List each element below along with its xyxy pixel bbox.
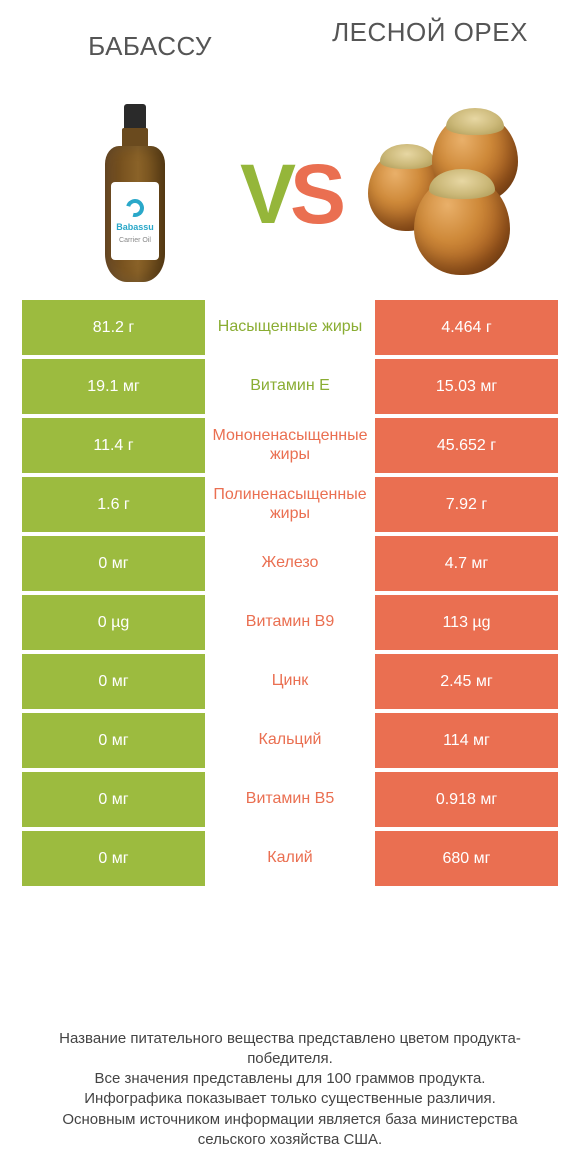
table-row: 0 мгКалий680 мг <box>22 831 558 886</box>
table-row: 0 мгЖелезо4.7 мг <box>22 536 558 591</box>
value-right: 7.92 г <box>375 477 558 532</box>
title-right: ЛЕСНОЙ ОРЕХ <box>310 18 550 48</box>
product-image-left: Babassu Carrier Oil <box>36 104 234 284</box>
footer-line: Название питательного вещества представл… <box>28 1029 552 1070</box>
table-row: 19.1 мгВитамин E15.03 мг <box>22 359 558 414</box>
table-row: 1.6 гПолиненасыщенные жиры7.92 г <box>22 477 558 532</box>
title-left: БАБАССУ <box>30 18 270 62</box>
vs-s: S <box>290 147 340 241</box>
nutrient-label: Полиненасыщенные жиры <box>205 477 375 532</box>
table-row: 81.2 гНасыщенные жиры4.464 г <box>22 300 558 355</box>
value-left: 81.2 г <box>22 300 205 355</box>
bottle-label-line2: Carrier Oil <box>119 237 151 244</box>
header: БАБАССУ ЛЕСНОЙ ОРЕХ <box>0 0 580 94</box>
table-row: 0 µgВитамин B9113 µg <box>22 595 558 650</box>
nutrient-label: Витамин E <box>205 359 375 414</box>
value-right: 113 µg <box>375 595 558 650</box>
nutrient-label: Калий <box>205 831 375 886</box>
value-left: 0 мг <box>22 831 205 886</box>
comparison-table: 81.2 гНасыщенные жиры4.464 г19.1 мгВитам… <box>0 294 580 886</box>
table-row: 0 мгКальций114 мг <box>22 713 558 768</box>
value-right: 15.03 мг <box>375 359 558 414</box>
nutrient-label: Кальций <box>205 713 375 768</box>
value-left: 0 мг <box>22 654 205 709</box>
value-right: 4.7 мг <box>375 536 558 591</box>
bottle-label-line1: Babassu <box>116 222 154 232</box>
footer-line: Инфографика показывает только существенн… <box>28 1089 552 1109</box>
value-left: 0 мг <box>22 713 205 768</box>
nutrient-label: Железо <box>205 536 375 591</box>
nutrient-label: Цинк <box>205 654 375 709</box>
hazelnuts-icon <box>360 109 530 279</box>
value-right: 45.652 г <box>375 418 558 473</box>
vs-v: V <box>240 147 290 241</box>
footer-line: Основным источником информации является … <box>28 1110 552 1151</box>
table-row: 0 мгЦинк2.45 мг <box>22 654 558 709</box>
value-left: 0 мг <box>22 536 205 591</box>
table-row: 11.4 гМононенасыщенные жиры45.652 г <box>22 418 558 473</box>
value-left: 0 µg <box>22 595 205 650</box>
nutrient-label: Мононенасыщенные жиры <box>205 418 375 473</box>
table-row: 0 мгВитамин B50.918 мг <box>22 772 558 827</box>
nutrient-label: Витамин B5 <box>205 772 375 827</box>
value-left: 19.1 мг <box>22 359 205 414</box>
value-left: 11.4 г <box>22 418 205 473</box>
value-right: 114 мг <box>375 713 558 768</box>
value-left: 0 мг <box>22 772 205 827</box>
vs-label: VS <box>234 146 346 243</box>
value-right: 2.45 мг <box>375 654 558 709</box>
value-right: 680 мг <box>375 831 558 886</box>
value-right: 4.464 г <box>375 300 558 355</box>
value-right: 0.918 мг <box>375 772 558 827</box>
footer-line: Все значения представлены для 100 граммо… <box>28 1069 552 1089</box>
hero: Babassu Carrier Oil VS <box>0 94 580 294</box>
footer-note: Название питательного вещества представл… <box>0 1029 580 1151</box>
nutrient-label: Витамин B9 <box>205 595 375 650</box>
value-left: 1.6 г <box>22 477 205 532</box>
nutrient-label: Насыщенные жиры <box>205 300 375 355</box>
bottle-logo-icon <box>123 195 148 220</box>
babassu-bottle-icon: Babassu Carrier Oil <box>100 104 170 284</box>
product-image-right <box>346 109 544 279</box>
